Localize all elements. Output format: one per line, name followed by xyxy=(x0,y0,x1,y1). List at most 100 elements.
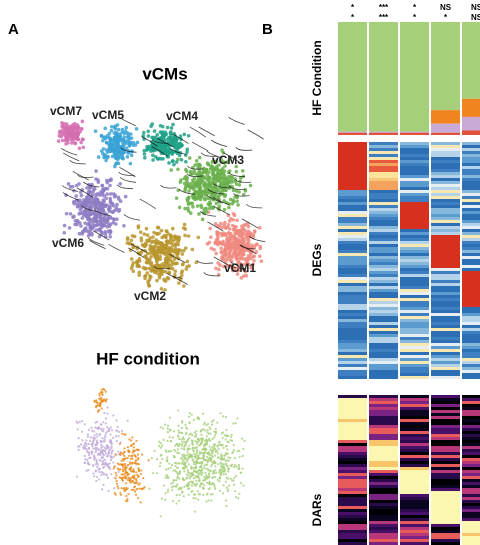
cell-dot xyxy=(103,411,106,415)
cell-dot xyxy=(248,183,253,188)
heatmap-cell xyxy=(462,196,480,199)
cell-dot xyxy=(123,458,126,461)
cell-dot xyxy=(246,257,251,261)
cell-dot xyxy=(193,476,196,480)
heatmap-cell xyxy=(369,232,398,235)
heatmap-cell xyxy=(462,452,480,455)
significance-mark: * xyxy=(351,3,355,12)
heatmap-cell xyxy=(338,334,367,337)
cell-dot xyxy=(192,452,196,455)
cell-dot xyxy=(166,476,169,480)
cell-dot xyxy=(227,459,230,462)
cell-dot xyxy=(109,426,112,429)
cell-dot xyxy=(92,447,95,450)
cell-dot xyxy=(131,436,134,439)
cell-dot xyxy=(137,257,142,261)
streamline xyxy=(76,187,94,198)
heatmap-cell xyxy=(369,446,398,449)
cell-dot xyxy=(241,437,244,440)
cell-dot xyxy=(194,463,197,466)
cell-dot xyxy=(109,439,113,442)
cell-dot xyxy=(172,500,175,503)
cell-dot xyxy=(200,464,203,467)
heatmap-cell xyxy=(369,494,398,497)
cell-dot xyxy=(228,248,233,253)
cell-dot xyxy=(83,446,86,449)
heatmap-cell xyxy=(431,310,460,313)
cell-dot xyxy=(79,443,83,446)
cell-dot xyxy=(68,212,73,216)
streamline xyxy=(119,176,137,183)
cell-dot xyxy=(86,234,91,238)
heatmap-cell xyxy=(400,301,429,304)
heatmap-cell xyxy=(462,229,480,232)
heatmap-cell xyxy=(400,181,429,184)
heatmap-cell xyxy=(400,184,429,187)
cell-dot xyxy=(135,448,138,451)
streamline xyxy=(141,136,158,147)
cell-dot xyxy=(202,423,205,426)
heatmap-cell xyxy=(462,148,480,151)
cell-dot xyxy=(115,429,118,432)
cell-dot xyxy=(170,488,174,491)
cell-dot xyxy=(221,468,225,471)
heatmap-cell xyxy=(431,367,460,370)
proportion-segment xyxy=(431,123,460,133)
cell-dot xyxy=(79,224,83,228)
heatmap-cell xyxy=(369,292,398,295)
heatmap-cell xyxy=(431,289,460,292)
cell-dot xyxy=(64,211,69,216)
cell-dot xyxy=(225,240,229,245)
heatmap-cell xyxy=(338,277,367,280)
cell-dot xyxy=(204,193,208,198)
cell-dot xyxy=(188,211,193,216)
cell-dot xyxy=(213,485,216,489)
cell-dot xyxy=(118,199,123,204)
heatmap-cell xyxy=(369,395,398,398)
cell-dot xyxy=(227,205,231,210)
heatmap-cell xyxy=(338,470,367,473)
heatmap-cell xyxy=(369,370,398,373)
cell-dot xyxy=(161,427,165,430)
heatmap-cell xyxy=(338,410,367,413)
cell-dot xyxy=(115,440,119,443)
heatmap-cell xyxy=(369,190,398,193)
cell-dot xyxy=(122,487,126,490)
cell-dot xyxy=(187,195,191,200)
heatmap-cell xyxy=(369,346,398,349)
heatmap-cell xyxy=(369,467,398,470)
cell-dot xyxy=(101,188,106,193)
row-label: DEGs xyxy=(310,243,324,276)
streamline xyxy=(200,152,218,157)
cell-dot xyxy=(182,284,186,288)
cell-dot xyxy=(94,451,97,454)
cell-dot xyxy=(75,123,80,127)
cell-dot xyxy=(136,224,141,228)
proportion-segment xyxy=(431,110,460,124)
heatmap-cell xyxy=(400,473,429,476)
cell-dot xyxy=(250,266,254,270)
cell-dot xyxy=(231,479,234,482)
cell-dot xyxy=(116,425,119,429)
cell-dot xyxy=(196,475,199,479)
heatmap-cell xyxy=(431,262,460,265)
cell-dot xyxy=(252,258,256,263)
cell-dot xyxy=(216,445,219,448)
cell-dot xyxy=(142,130,146,135)
cell-dot xyxy=(202,479,205,482)
heatmap-cell xyxy=(431,425,460,428)
heatmap-cell xyxy=(369,376,398,379)
cell-dot xyxy=(94,437,97,440)
heatmap-cell xyxy=(369,244,398,247)
heatmap-cell xyxy=(462,178,480,181)
cell-dot xyxy=(177,435,180,438)
cell-dot xyxy=(80,137,85,142)
streamline xyxy=(81,205,98,212)
heatmap-cell xyxy=(462,340,480,343)
cell-dot xyxy=(88,185,93,190)
cell-dot xyxy=(200,474,203,477)
cell-dot xyxy=(234,182,239,186)
heatmap-cell xyxy=(431,292,460,295)
streamline xyxy=(210,139,228,147)
cell-dot xyxy=(210,446,213,449)
